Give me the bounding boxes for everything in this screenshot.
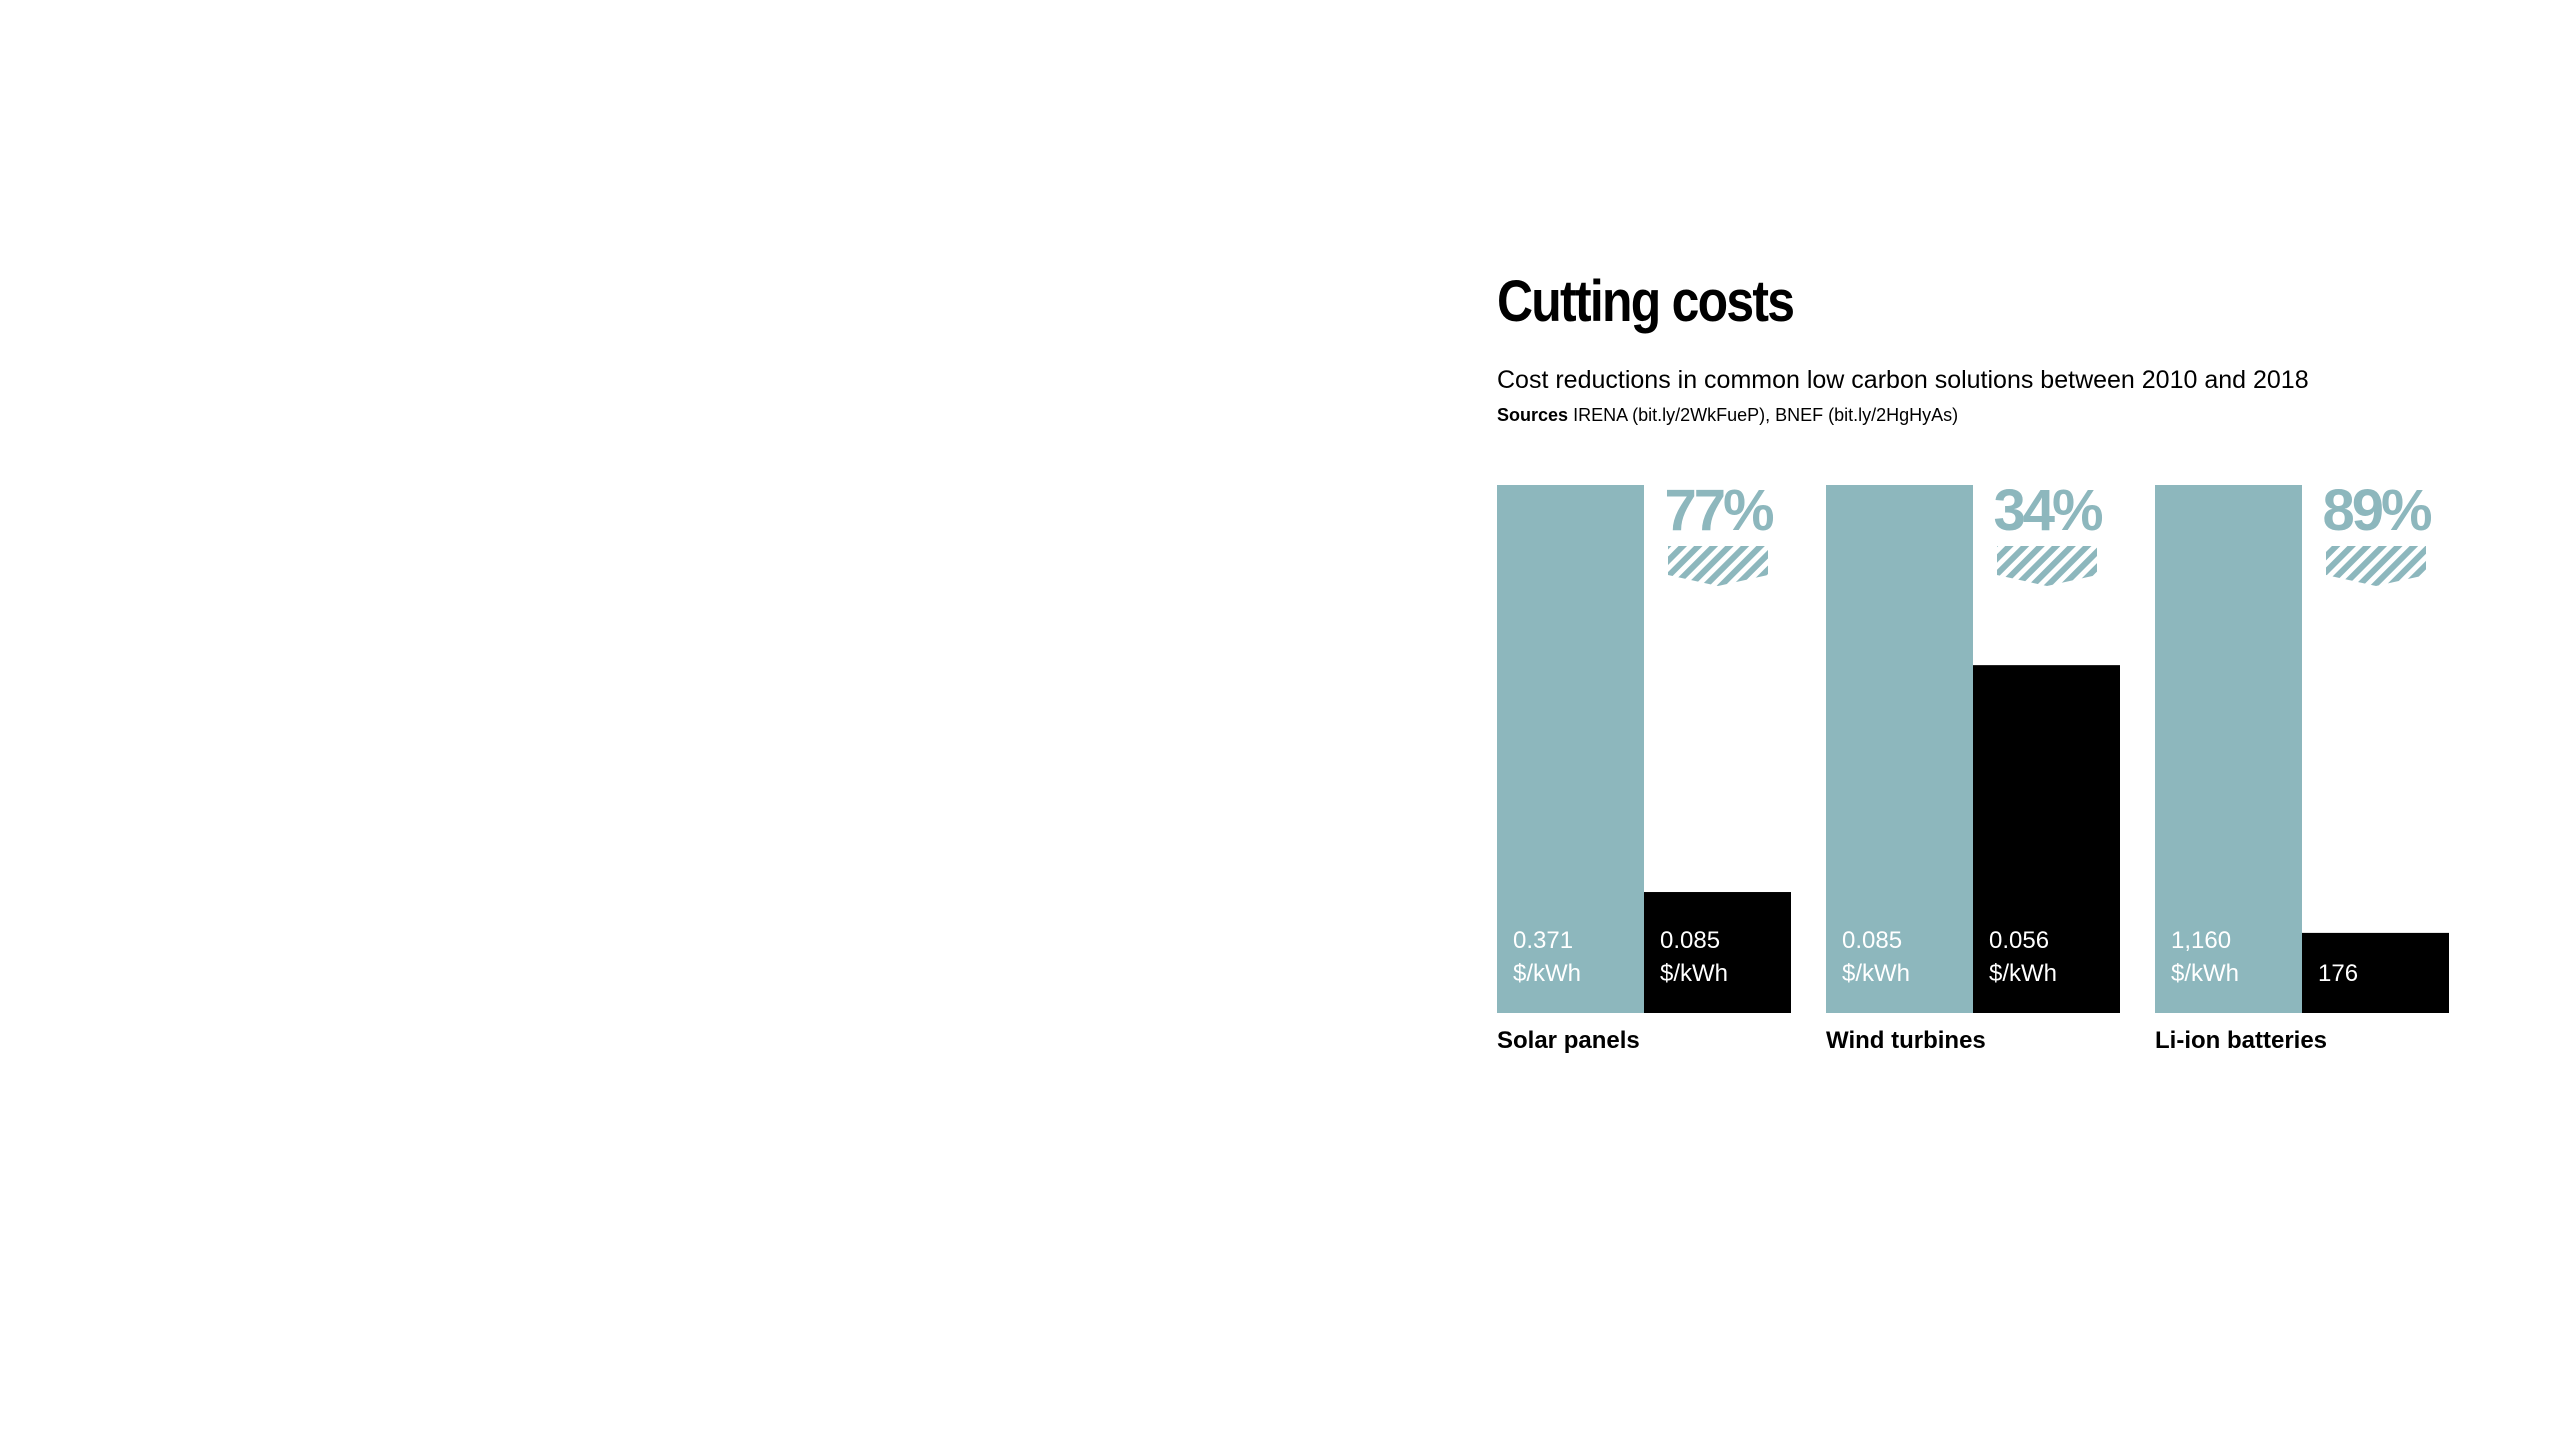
chart-sources: Sources IRENA (bit.ly/2WkFueP), BNEF (bi…: [1497, 405, 1958, 426]
category-label: Solar panels: [1497, 1027, 1640, 1054]
chart-subtitle: Cost reductions in common low carbon sol…: [1497, 366, 2309, 394]
bar-value-label: 1,160: [2171, 927, 2231, 954]
reduction-arrow: [2326, 546, 2426, 586]
bar-unit-label: $/kWh: [1842, 960, 1910, 987]
bar-unit-label: $/kWh: [2171, 960, 2239, 987]
bar-2010: [1826, 485, 1973, 1013]
bar-unit-label: $/kWh: [1989, 960, 2057, 987]
reduction-arrow: [1997, 546, 2097, 586]
bar-2018: [1973, 665, 2120, 1013]
bar-value-label: 176: [2318, 960, 2358, 987]
category-label: Li-ion batteries: [2155, 1027, 2327, 1054]
bar-value-label: 0.085: [1660, 927, 1720, 954]
bar-unit-label: $/kWh: [1660, 960, 1728, 987]
bar-2018: [1644, 892, 1791, 1013]
chart-title: Cutting costs: [1497, 269, 1795, 334]
bar-unit-label: $/kWh: [1513, 960, 1581, 987]
reduction-percentage: 77%: [1664, 478, 1774, 543]
bar-value-label: 0.085: [1842, 927, 1902, 954]
reduction-percentage: 89%: [2322, 478, 2432, 543]
reduction-arrow: [1668, 546, 1768, 586]
reduction-percentage: 34%: [1993, 478, 2103, 543]
bar-2018: [2302, 932, 2449, 1013]
bar-2010: [2155, 485, 2302, 1013]
bar-value-label: 0.371: [1513, 927, 1573, 954]
sources-text: IRENA (bit.ly/2WkFueP), BNEF (bit.ly/2Hg…: [1573, 405, 1959, 425]
category-label: Wind turbines: [1826, 1027, 1986, 1054]
sources-lead: Sources: [1497, 405, 1569, 425]
bar-value-label: 0.056: [1989, 927, 2049, 954]
bar-2010: [1497, 485, 1644, 1013]
